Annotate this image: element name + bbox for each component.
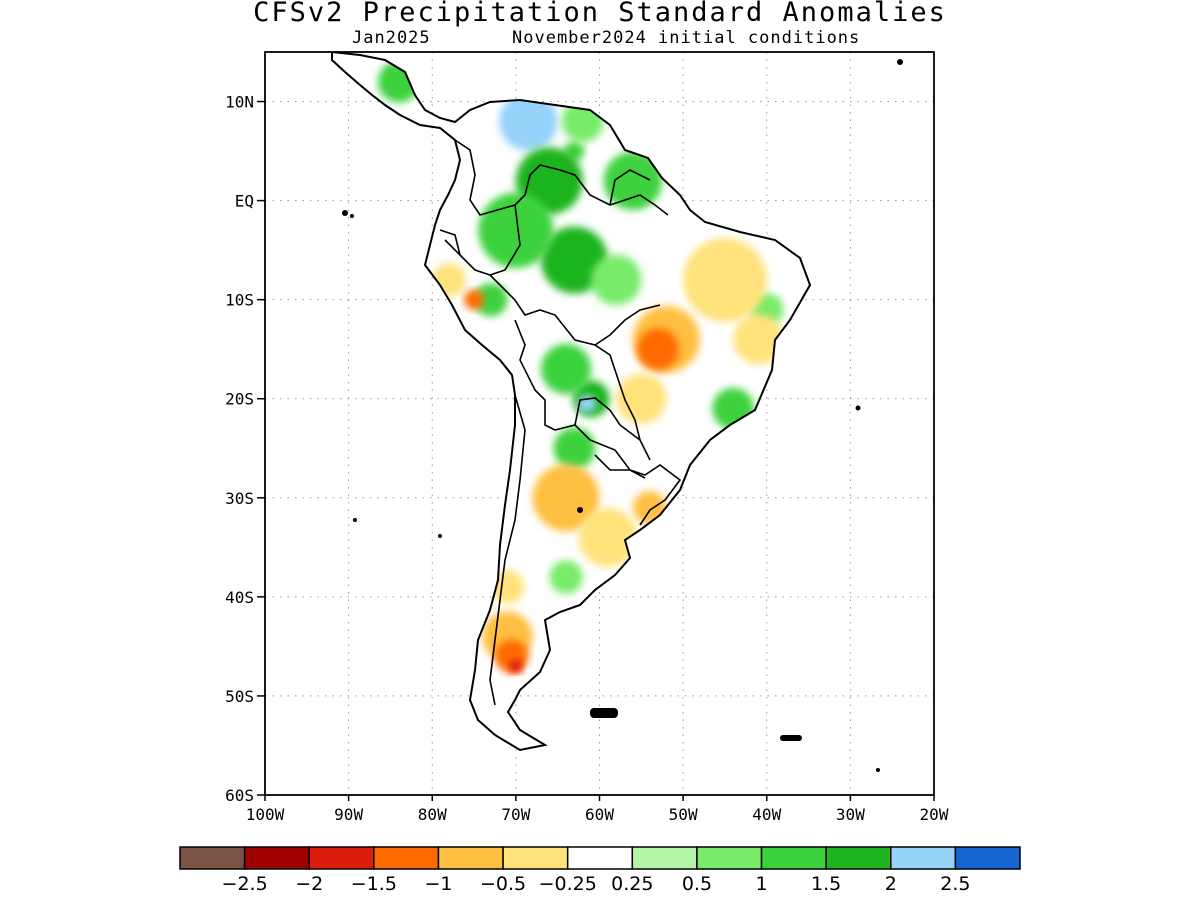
colorbar-label: 1.5 bbox=[811, 873, 841, 895]
colorbar-swatch bbox=[631, 846, 698, 870]
anomaly-blob bbox=[549, 560, 583, 594]
lat-tick-label: 20S bbox=[225, 390, 254, 409]
colorbar-swatch bbox=[954, 846, 1021, 870]
anomaly-blob bbox=[532, 464, 600, 532]
anomaly-blob bbox=[733, 314, 784, 365]
colorbar-label: 1 bbox=[755, 873, 767, 895]
colorbar-swatch bbox=[437, 846, 504, 870]
lon-tick-label: 90W bbox=[334, 805, 363, 824]
lon-tick-label: 80W bbox=[418, 805, 447, 824]
anomaly-shading bbox=[377, 60, 784, 674]
lon-tick-label: 20W bbox=[920, 805, 949, 824]
lat-tick-label: 10S bbox=[225, 291, 254, 310]
anomaly-blob bbox=[499, 92, 558, 151]
country-borders bbox=[439, 139, 682, 706]
colorbar-label: 0.5 bbox=[682, 873, 712, 895]
anomaly-blob bbox=[591, 254, 642, 305]
colorbar-swatch bbox=[502, 846, 569, 870]
colorbar-swatch bbox=[308, 846, 375, 870]
lon-tick-label: 40W bbox=[752, 805, 781, 824]
anomaly-blob bbox=[474, 282, 508, 317]
colorbar-swatch bbox=[760, 846, 827, 870]
anomaly-blob bbox=[616, 373, 667, 424]
colorbar: −2.5 −2 −1.5 −1 −0.5 −0.25 0.25 0.5 1 1.5 2 2.5 bbox=[179, 846, 1021, 895]
anomaly-blob bbox=[553, 427, 596, 470]
colorbar-label: −0.5 bbox=[480, 873, 526, 895]
colorbar-label: −1 bbox=[424, 873, 452, 895]
colorbar-swatch bbox=[696, 846, 763, 870]
anomaly-blob bbox=[509, 659, 523, 673]
colorbar-label: −2.5 bbox=[222, 873, 268, 895]
anomaly-blob bbox=[683, 238, 767, 322]
lon-tick-label: 50W bbox=[669, 805, 698, 824]
anomaly-blob bbox=[632, 490, 667, 525]
colorbar-swatch bbox=[373, 846, 440, 870]
anomaly-blob bbox=[490, 570, 525, 604]
anomaly-blob bbox=[637, 328, 679, 371]
colorbar-swatch bbox=[179, 846, 246, 870]
lon-tick-label: 60W bbox=[585, 805, 614, 824]
lon-tick-label: 70W bbox=[501, 805, 530, 824]
south-america-landmass bbox=[332, 52, 810, 750]
forecast-month: Jan2025 bbox=[352, 28, 431, 48]
colorbar-label: −0.25 bbox=[539, 873, 597, 895]
anomaly-blob bbox=[577, 394, 597, 413]
lat-tick-label: 60S bbox=[225, 786, 254, 805]
islands bbox=[342, 59, 903, 772]
anomaly-blob bbox=[464, 289, 485, 310]
colorbar-label: −2 bbox=[295, 873, 323, 895]
anomaly-blob bbox=[540, 226, 608, 294]
map-title: CFSv2 Precipitation Standard Anomalies bbox=[253, 0, 947, 28]
lon-tick-label: 30W bbox=[836, 805, 865, 824]
anomaly-blob bbox=[478, 192, 554, 268]
colorbar-label: 2 bbox=[885, 873, 897, 895]
lon-tick-label: 100W bbox=[246, 805, 285, 824]
colorbar-swatch bbox=[243, 846, 310, 870]
coastline bbox=[331, 52, 812, 752]
initial-conditions: November2024 initial conditions bbox=[512, 28, 861, 48]
anomaly-blob bbox=[540, 343, 592, 395]
colorbar-label: 2.5 bbox=[940, 873, 970, 895]
lat-tick-label: 50S bbox=[225, 687, 254, 706]
anomaly-blob bbox=[603, 151, 663, 211]
colorbar-swatch bbox=[890, 846, 957, 870]
anomaly-blob bbox=[578, 508, 638, 567]
lat-tick-label: 40S bbox=[225, 588, 254, 607]
colorbar-label: −1.5 bbox=[351, 873, 397, 895]
colorbar-swatch bbox=[566, 846, 634, 870]
colorbar-label: 0.25 bbox=[611, 873, 653, 895]
colorbar-swatch bbox=[825, 846, 892, 870]
lat-tick-label: 30S bbox=[225, 489, 254, 508]
lat-tick-label: EQ bbox=[235, 192, 254, 211]
lat-tick-label: 10N bbox=[225, 93, 254, 112]
anomaly-blob bbox=[377, 60, 420, 103]
